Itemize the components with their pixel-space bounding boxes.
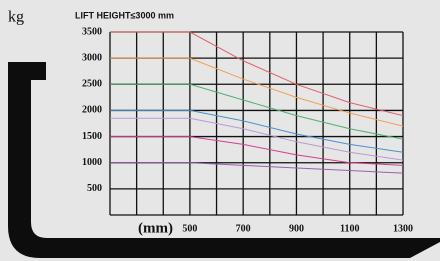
y-tick-label: 3000	[82, 52, 102, 63]
y-tick-label: 1000	[82, 157, 102, 168]
y-tick-label: 3500	[82, 26, 102, 37]
x-axis-label: (mm)	[138, 220, 173, 236]
x-tick-label: 1300	[393, 223, 413, 234]
background	[0, 0, 440, 261]
x-tick-label: 700	[236, 223, 251, 234]
y-tick-label: 500	[87, 183, 102, 194]
x-tick-label: 500	[182, 223, 197, 234]
y-tick-label: 2500	[82, 79, 102, 90]
chart-title: LIFT HEIGHT≤3000 mm	[75, 10, 174, 20]
y-tick-label: 2000	[82, 105, 102, 116]
x-tick-label: 900	[289, 223, 304, 234]
y-unit: kg	[8, 9, 24, 26]
x-tick-label: 1100	[340, 223, 359, 234]
y-tick-label: 1500	[82, 131, 102, 142]
chart: kg LIFT HEIGHT≤3000 mm (mm) 500 1000 1500 2…	[0, 0, 440, 261]
